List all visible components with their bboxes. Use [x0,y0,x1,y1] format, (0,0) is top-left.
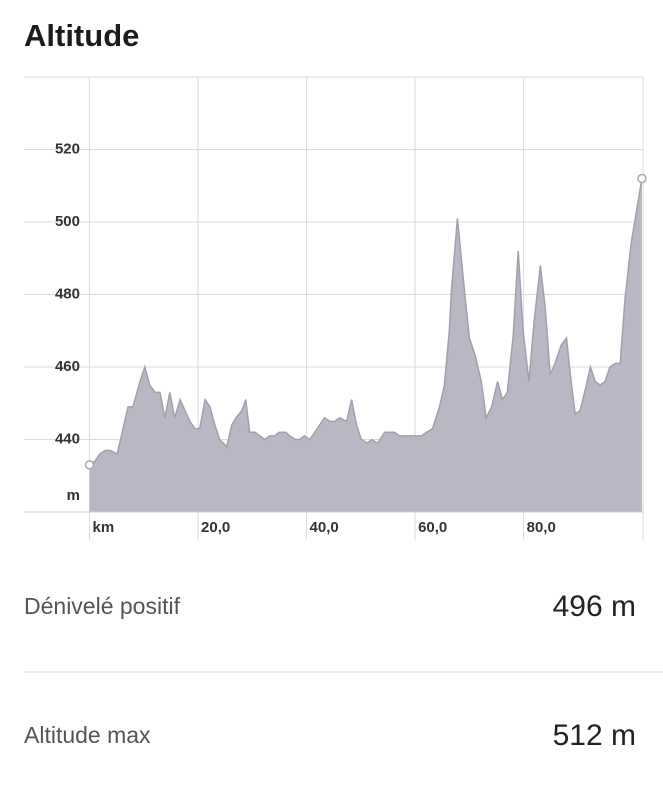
stat-label: Altitude max [24,722,151,748]
y-tick-label: 440 [55,430,80,447]
stat-value: 496 m [553,590,636,623]
y-tick-label: 500 [55,213,80,230]
y-axis-label: m [67,487,80,504]
x-tick-label: 80,0 [527,519,556,536]
end-marker [637,173,647,184]
x-tick-label: 20,0 [201,519,230,536]
area [89,178,642,512]
y-tick-label: 520 [55,140,80,157]
y-tick-label: 460 [55,358,80,375]
stat-value: 512 m [553,719,636,752]
x-tick-label: 40,0 [310,519,339,536]
line [89,178,643,466]
chart-title: Altitude [24,18,139,53]
x-tick-label: 60,0 [418,519,447,536]
end-marker [84,460,95,470]
y-tick-label: 480 [55,285,80,302]
stat-label: Dénivelé positif [24,593,181,619]
x-tick-label: km [93,519,115,536]
